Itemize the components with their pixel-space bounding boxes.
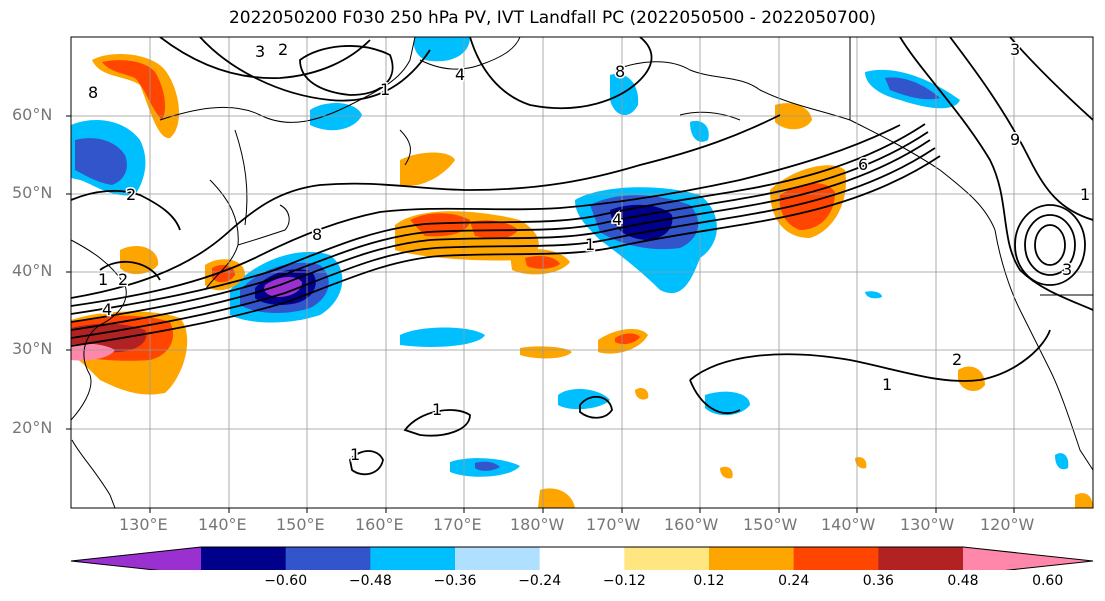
shade-neg-tropic-2-core <box>475 461 500 471</box>
colorbar-tick-label: −0.12 <box>602 573 646 589</box>
shade-pos-small-3 <box>635 387 649 400</box>
colorbar-segment <box>201 547 287 570</box>
colorbar-outline <box>70 546 1094 570</box>
lat-ticks <box>66 115 71 430</box>
colorbar-segment <box>624 547 710 570</box>
shade-pos-subtropical-west-max <box>71 343 115 361</box>
colorbar-tick-label: −0.60 <box>264 573 308 589</box>
contour-label: 1 <box>350 445 360 464</box>
colorbar-tick-label: −0.48 <box>348 573 392 589</box>
colorbar-segment <box>793 547 879 570</box>
map-canvas: 3 2 8 1 4 8 1 2 4 2 1 8 6 1 4 9 3 1 2 1 … <box>66 36 1094 513</box>
shade-neg-arctic <box>413 37 470 62</box>
colorbar-tick-label: 0.48 <box>947 573 979 589</box>
colorbar-segment <box>455 547 541 570</box>
shade-pos-baja <box>958 366 985 392</box>
contour-label: 3 <box>1010 40 1020 59</box>
contour-label: 2 <box>952 350 962 369</box>
lon-label-140e: 140°E <box>198 515 247 534</box>
shade-pos-asia-north <box>92 54 180 139</box>
shade-pos-tropic-1 <box>520 346 572 359</box>
contour-label: 1 <box>380 80 390 99</box>
lat-label-50n: 50°N <box>12 183 53 202</box>
contour-label: 1 <box>1080 185 1090 204</box>
contour-label: 8 <box>88 83 98 102</box>
lat-label-60n: 60°N <box>12 105 53 124</box>
lat-label-40n: 40°N <box>12 261 53 280</box>
map-title: 2022050200 F030 250 hPa PV, IVT Landfall… <box>228 8 876 28</box>
shade-pos-small-2 <box>1075 493 1093 508</box>
shade-pos-tropic-2-core <box>615 333 640 345</box>
contour-label: 4 <box>102 300 112 319</box>
contour-label: 2 <box>118 270 128 289</box>
shade-pos-asia-north-core <box>102 60 166 120</box>
colorbar-segment <box>285 547 371 570</box>
shade-neg-asia-west-core <box>75 138 127 185</box>
shade-neg-siberia <box>310 103 362 131</box>
contour-label: 3 <box>1062 260 1072 279</box>
colorbar-tick-label: −0.36 <box>433 573 477 589</box>
lon-label-120w: 120°W <box>980 515 1035 534</box>
contour-label: 3 <box>255 42 265 61</box>
shade-neg-japan-max <box>264 276 302 297</box>
colorbar <box>70 546 1094 570</box>
colorbar-tick-label: 0.12 <box>693 573 725 589</box>
colorbar-segment <box>370 547 456 570</box>
contour-label: 4 <box>455 65 465 84</box>
graticule <box>71 37 1093 508</box>
shade-pos-small-4 <box>855 457 867 469</box>
lat-label-20n: 20°N <box>12 418 53 437</box>
contour-label: 6 <box>858 155 868 174</box>
shade-neg-hawaii <box>705 391 750 416</box>
pv-contours <box>71 37 1093 476</box>
contour-label: 4 <box>612 210 622 229</box>
contour-label: 1 <box>585 235 595 254</box>
colorbar-tick-label: −0.24 <box>518 573 562 589</box>
lon-label-130e: 130°E <box>119 515 168 534</box>
colorbar-tick-label: 0.36 <box>862 573 894 589</box>
contour-label: 1 <box>98 270 108 289</box>
shade-pos-kurils <box>400 152 455 186</box>
contour-label: 1 <box>882 375 892 394</box>
lon-label-130w: 130°W <box>900 515 955 534</box>
colorbar-segment <box>878 547 964 570</box>
shade-neg-nw-canada-core <box>885 77 940 100</box>
shade-neg-small-1 <box>690 120 709 142</box>
lon-label-170w: 170°W <box>586 515 641 534</box>
shade-neg-small-2 <box>1055 453 1069 470</box>
contour-labels: 3 2 8 1 4 8 1 2 4 2 1 8 6 1 4 9 3 1 2 1 … <box>87 39 1092 466</box>
contour-label: 1 <box>432 400 442 419</box>
shade-neg-tropic-3 <box>558 388 610 410</box>
lon-label-160w: 160°W <box>664 515 719 534</box>
lon-ticks <box>149 508 1015 513</box>
shade-pos-gulf-alaska-core <box>779 183 835 230</box>
shade-pos-dateline-core <box>525 256 560 269</box>
colorbar-tick-label: 0.60 <box>1032 573 1064 589</box>
shade-pos-small-1 <box>538 488 575 508</box>
lon-label-140w: 140°W <box>821 515 876 534</box>
shade-pos-small-5 <box>720 466 733 479</box>
shade-neg-small-3 <box>865 291 882 299</box>
colorbar-segment <box>709 547 795 570</box>
lon-label-180w: 180°W <box>510 515 565 534</box>
lon-label-160e: 160°E <box>355 515 404 534</box>
lon-label-150w: 150°W <box>743 515 798 534</box>
contour-label: 8 <box>312 225 322 244</box>
lon-label-150e: 150°E <box>276 515 325 534</box>
contour-label: 2 <box>126 185 136 204</box>
contour-label: 8 <box>615 62 625 81</box>
colorbar-tick-label: 0.24 <box>778 573 810 589</box>
contour-label: 2 <box>278 40 288 59</box>
colorbar-segment <box>539 547 625 570</box>
lon-label-170e: 170°E <box>433 515 482 534</box>
shade-neg-bering <box>610 73 639 116</box>
contour-label: 9 <box>1010 130 1020 149</box>
lat-label-30n: 30°N <box>12 339 53 358</box>
